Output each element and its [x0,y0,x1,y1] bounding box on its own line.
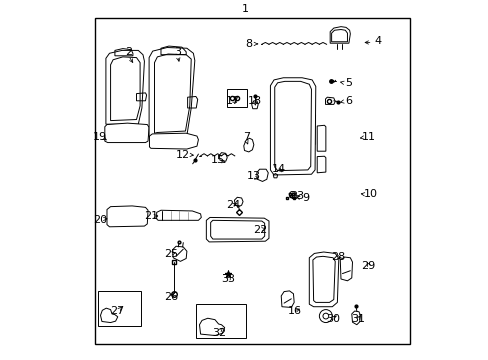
Polygon shape [309,252,338,307]
Polygon shape [104,123,149,143]
Text: 27: 27 [110,306,124,316]
Text: 17: 17 [225,96,240,106]
Polygon shape [106,50,144,124]
Text: 3: 3 [174,47,181,57]
Text: 22: 22 [253,225,267,235]
Text: 14: 14 [271,164,285,174]
Text: 16: 16 [287,306,301,316]
Bar [196,304,246,338]
Text: 32: 32 [212,328,226,338]
Text: 19: 19 [93,132,106,142]
Text: 8: 8 [245,39,252,49]
Text: 9: 9 [302,193,308,203]
Text: 28: 28 [330,252,345,262]
Text: 11: 11 [361,132,375,142]
Bar [95,18,409,344]
Text: 2: 2 [125,47,132,57]
Polygon shape [270,78,315,175]
Text: 20: 20 [93,215,106,225]
Text: 25: 25 [163,249,178,259]
Polygon shape [107,206,148,227]
Text: 30: 30 [325,314,339,324]
Text: 10: 10 [363,189,377,199]
Polygon shape [149,48,194,138]
Text: 5: 5 [345,78,352,88]
Text: 13: 13 [246,171,260,181]
Text: 21: 21 [143,211,158,221]
Text: 29: 29 [361,261,375,271]
Text: 12: 12 [176,150,190,160]
Polygon shape [149,133,198,149]
Text: 1: 1 [242,4,248,14]
Text: 6: 6 [345,96,352,106]
Text: 33: 33 [221,274,235,284]
Text: 18: 18 [248,96,262,106]
Text: 15: 15 [210,155,224,165]
Text: 4: 4 [373,36,381,46]
Text: 7: 7 [242,132,249,142]
Bar [98,291,141,326]
Text: 24: 24 [226,200,240,210]
Polygon shape [206,217,268,242]
Bar [227,89,247,107]
Text: 31: 31 [350,314,364,324]
Text: 23: 23 [289,191,303,201]
Text: 26: 26 [163,292,178,302]
